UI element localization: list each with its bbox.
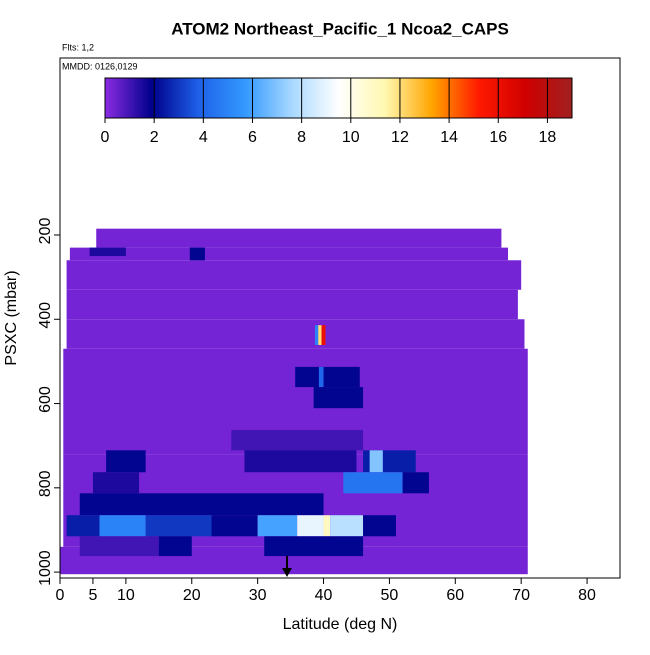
colorbar-tick-label: 12 [391, 129, 409, 146]
y-tick-label: 200 [37, 218, 54, 245]
colorbar-tick-label: 6 [248, 129, 257, 146]
y-tick-label: 800 [37, 470, 54, 497]
cell [369, 450, 383, 473]
cell [295, 366, 360, 388]
cell [66, 319, 525, 349]
cell [66, 289, 518, 320]
x-tick-label: 10 [117, 587, 135, 604]
cell [323, 515, 331, 537]
arrow-head [282, 568, 292, 577]
cell [99, 515, 146, 537]
cell [264, 536, 364, 557]
colorbar-tick-label: 10 [342, 129, 360, 146]
cell [318, 366, 324, 388]
colorbar-tick-label: 0 [101, 129, 110, 146]
x-tick-label: 30 [249, 587, 267, 604]
x-tick-label: 60 [446, 587, 464, 604]
cell [79, 493, 324, 516]
colorbar-tick-label: 18 [539, 129, 557, 146]
cell [66, 260, 522, 290]
cell [92, 472, 140, 494]
cell [211, 515, 258, 537]
annotation: Flts: 1,2 [62, 42, 94, 52]
colorbar [104, 77, 573, 119]
cell [257, 515, 298, 537]
colorbar-tick-label: 8 [297, 129, 306, 146]
cell [69, 247, 508, 261]
colorbar-tick-label: 16 [489, 129, 507, 146]
cell [363, 515, 396, 537]
cell [189, 247, 205, 261]
cell [297, 515, 324, 537]
colorbar-tick-label: 4 [199, 129, 208, 146]
plot-frame [59, 57, 621, 579]
x-tick-label: 40 [315, 587, 333, 604]
cell [145, 515, 212, 537]
y-tick-label: 1000 [37, 550, 54, 586]
x-tick-label: 80 [578, 587, 596, 604]
y-tick-label: 600 [37, 386, 54, 413]
cell [79, 536, 159, 557]
colorbar-tick-label: 2 [150, 129, 159, 146]
cell [231, 430, 364, 451]
cell [96, 228, 502, 248]
cell [158, 536, 192, 557]
cell [402, 472, 429, 494]
heatmap [60, 228, 528, 575]
y-axis-label: PSXC (mbar) [3, 270, 20, 365]
cell [330, 515, 364, 537]
annotation: MMDD: 0126,0129 [62, 61, 138, 71]
cell [89, 247, 126, 257]
cell [244, 450, 357, 473]
chart-title: ATOM2 Northeast_Pacific_1 Ncoa2_CAPS [171, 19, 509, 38]
colorbar-tick-label: 14 [440, 129, 458, 146]
cell [313, 387, 364, 409]
cell [314, 325, 319, 345]
x-axis-label: Latitude (deg N) [283, 616, 398, 633]
x-tick-label: 50 [381, 587, 399, 604]
x-tick-label: 0 [56, 587, 65, 604]
x-tick-label: 20 [183, 587, 201, 604]
y-tick-label: 400 [37, 302, 54, 329]
cell [321, 325, 326, 345]
cell [343, 472, 403, 494]
cell [66, 515, 100, 537]
cell [106, 450, 146, 473]
x-tick-label: 70 [512, 587, 530, 604]
x-tick-label: 5 [88, 587, 97, 604]
cell [318, 325, 322, 345]
